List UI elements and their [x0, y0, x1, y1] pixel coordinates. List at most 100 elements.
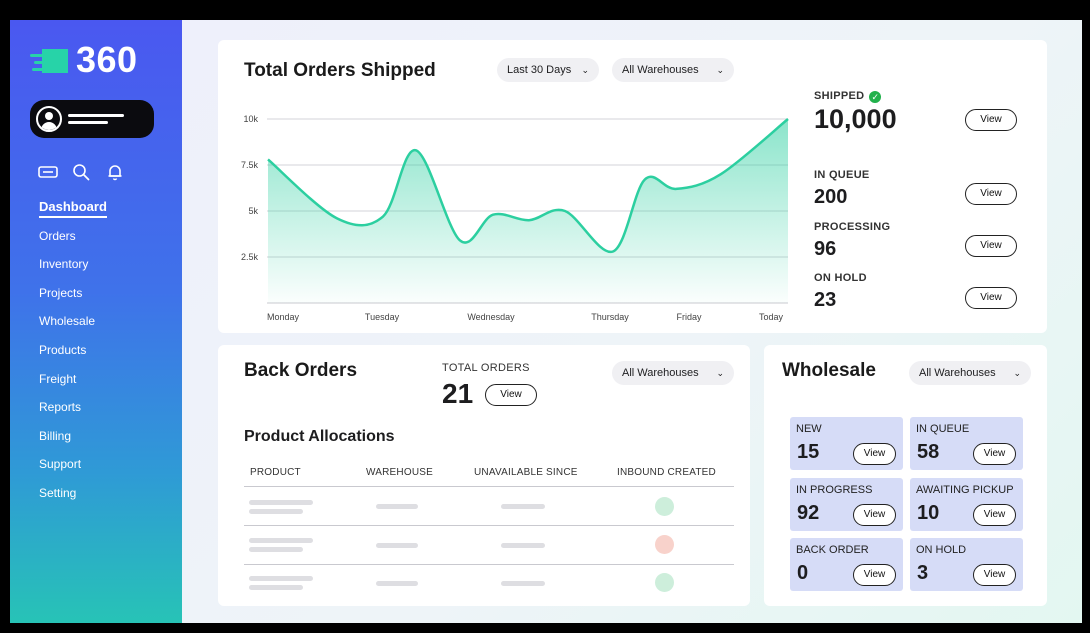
- y-tick-label: 7.5k: [241, 160, 259, 170]
- warehouse-dropdown-shipped[interactable]: All Warehouses ⌄: [612, 58, 734, 82]
- product-sku-placeholder: [249, 509, 303, 514]
- orders-shipped-card: Total Orders Shipped Last 30 Days ⌄ All …: [218, 40, 1047, 333]
- sidebar-item-billing[interactable]: Billing: [39, 428, 72, 443]
- sidebar-item-freight[interactable]: Freight: [39, 371, 77, 386]
- view-back-order-button[interactable]: View: [853, 564, 896, 586]
- status-dot: [655, 573, 674, 592]
- tile-value: 3: [917, 562, 929, 584]
- view-in-progress-button[interactable]: View: [853, 504, 896, 526]
- view-processing-button[interactable]: View: [965, 235, 1017, 257]
- logo-mark-icon: [30, 45, 70, 75]
- tile-on-hold: ON HOLD 3 View: [910, 538, 1023, 591]
- stat-label-in-queue: IN QUEUE: [814, 169, 870, 181]
- view-new-button[interactable]: View: [853, 443, 896, 465]
- ticket-icon[interactable]: [38, 163, 58, 181]
- stat-label-on-hold: ON HOLD: [814, 272, 867, 284]
- main-content: Total Orders Shipped Last 30 Days ⌄ All …: [182, 20, 1082, 623]
- tile-back-order: BACK ORDER 0 View: [790, 538, 903, 591]
- warehouse-dropdown-back-orders[interactable]: All Warehouses ⌄: [612, 361, 734, 385]
- check-circle-icon: ✓: [869, 91, 882, 103]
- column-header-warehouse[interactable]: WAREHOUSE: [366, 467, 433, 478]
- avatar-icon: [36, 106, 62, 132]
- sidebar: 360 Dashboard Orders Inventory Projects …: [10, 20, 182, 623]
- product-name-placeholder: [249, 538, 313, 543]
- user-name-placeholder: [68, 114, 124, 117]
- tile-awaiting-pickup: AWAITING PICKUP 10 View: [910, 478, 1023, 531]
- total-orders-label: TOTAL ORDERS: [442, 362, 530, 374]
- column-header-unavailable-since[interactable]: UNAVAILABLE SINCE: [474, 467, 578, 478]
- chevron-down-icon: ⌄: [716, 65, 724, 75]
- tile-new: NEW 15 View: [790, 417, 903, 470]
- stat-value-on-hold: 23: [814, 289, 837, 311]
- sidebar-quick-icons: [38, 163, 124, 181]
- brand-name: 360: [76, 39, 138, 80]
- column-header-inbound-created[interactable]: INBOUND CREATED: [617, 467, 716, 478]
- view-on-hold-wholesale-button[interactable]: View: [973, 564, 1016, 586]
- back-orders-title: Back Orders: [244, 360, 358, 381]
- product-sku-placeholder: [249, 547, 303, 552]
- sidebar-item-inventory[interactable]: Inventory: [39, 257, 89, 272]
- sidebar-item-dashboard[interactable]: Dashboard: [39, 199, 107, 229]
- y-tick-label: 5k: [248, 206, 258, 216]
- y-tick-label: 10k: [243, 114, 258, 124]
- row-divider: [244, 564, 734, 565]
- sidebar-item-orders[interactable]: Orders: [39, 228, 76, 243]
- series-area: [268, 119, 788, 303]
- user-role-placeholder: [68, 121, 108, 124]
- orders-area-chart: 10k 7.5k 5k 2.5k Monday Tuesday Wednesday Thurs…: [241, 114, 789, 322]
- sidebar-nav: Dashboard Orders Inventory Projects Whol…: [39, 199, 107, 515]
- stat-label-shipped: SHIPPED ✓: [814, 90, 882, 103]
- user-profile-pill[interactable]: [30, 100, 154, 138]
- tile-value: 10: [917, 502, 940, 524]
- warehouse-value: All Warehouses: [622, 64, 699, 76]
- orders-shipped-title: Total Orders Shipped: [244, 60, 436, 81]
- sidebar-item-setting[interactable]: Setting: [39, 485, 77, 500]
- date-placeholder: [501, 543, 545, 548]
- view-back-orders-button[interactable]: View: [485, 384, 537, 406]
- x-tick-label: Monday: [267, 312, 300, 322]
- sidebar-item-reports[interactable]: Reports: [39, 400, 82, 415]
- bell-icon[interactable]: [106, 163, 124, 181]
- sidebar-item-products[interactable]: Products: [39, 342, 87, 357]
- view-awaiting-pickup-button[interactable]: View: [973, 504, 1016, 526]
- sidebar-item-projects[interactable]: Projects: [39, 285, 83, 300]
- x-tick-label: Friday: [676, 312, 702, 322]
- view-shipped-button[interactable]: View: [965, 109, 1017, 131]
- stat-label-processing: PROCESSING: [814, 221, 891, 233]
- tile-label: IN QUEUE: [916, 423, 970, 435]
- x-tick-label: Thursday: [591, 312, 629, 322]
- back-orders-card: Back Orders TOTAL ORDERS 21 View All War…: [218, 345, 750, 606]
- tile-value: 15: [797, 441, 820, 463]
- warehouse-placeholder: [376, 504, 418, 509]
- wholesale-card: Wholesale All Warehouses ⌄ NEW 15 View I…: [764, 345, 1047, 606]
- x-tick-label: Today: [759, 312, 784, 322]
- tile-value: 92: [797, 502, 820, 524]
- x-tick-label: Wednesday: [467, 312, 515, 322]
- column-header-product[interactable]: PRODUCT: [250, 467, 301, 478]
- product-name-placeholder: [249, 576, 313, 581]
- view-in-queue-button[interactable]: View: [973, 443, 1016, 465]
- stat-value-processing: 96: [814, 238, 837, 260]
- chevron-down-icon: ⌄: [716, 368, 724, 378]
- warehouse-dropdown-wholesale[interactable]: All Warehouses ⌄: [909, 361, 1031, 385]
- tile-label: BACK ORDER: [796, 544, 869, 556]
- status-dot: [655, 497, 674, 516]
- sidebar-item-wholesale[interactable]: Wholesale: [39, 314, 96, 329]
- warehouse-value: All Warehouses: [919, 367, 996, 379]
- wholesale-title: Wholesale: [782, 360, 876, 381]
- chevron-down-icon: ⌄: [581, 65, 589, 75]
- tile-value: 58: [917, 441, 940, 463]
- sidebar-item-support[interactable]: Support: [39, 457, 82, 472]
- view-in-queue-button[interactable]: View: [965, 183, 1017, 205]
- stat-value-shipped: 10,000: [814, 104, 897, 134]
- logo[interactable]: 360: [30, 39, 138, 80]
- view-on-hold-button[interactable]: View: [965, 287, 1017, 309]
- row-divider: [244, 525, 734, 526]
- tile-in-progress: IN PROGRESS 92 View: [790, 478, 903, 531]
- series-line: [267, 118, 789, 253]
- product-allocations-title: Product Allocations: [244, 428, 395, 445]
- date-range-dropdown[interactable]: Last 30 Days ⌄: [497, 58, 599, 82]
- chevron-down-icon: ⌄: [1013, 368, 1021, 378]
- search-icon[interactable]: [72, 163, 90, 181]
- product-sku-placeholder: [249, 585, 303, 590]
